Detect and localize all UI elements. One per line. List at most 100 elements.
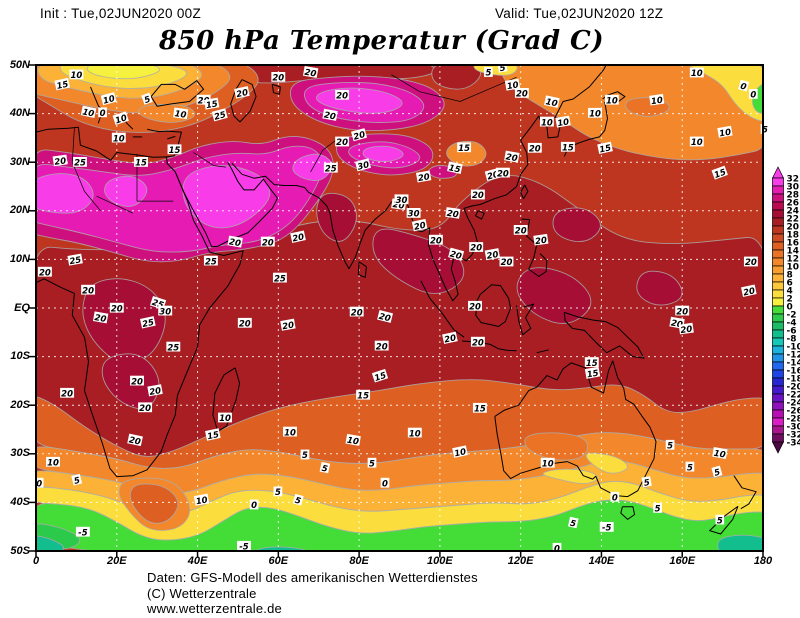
colorbar-tick-label: 14 <box>787 247 800 257</box>
temperature-region <box>256 546 308 551</box>
contour-label-value: 20 <box>272 74 284 84</box>
contour-label: 20 <box>527 142 542 155</box>
colorbar-tick-label: -18 <box>787 375 800 385</box>
contour-label-value: 20 <box>336 92 348 102</box>
contour-label-box <box>193 493 210 506</box>
contour-label: 20 <box>533 233 549 247</box>
contour-label-value: 20 <box>670 319 683 331</box>
contour-label-box <box>351 128 368 142</box>
lon-axis-label: 60E <box>268 555 289 567</box>
contour-label-value: 25 <box>325 164 337 174</box>
contour-label: -5 <box>75 526 90 538</box>
contour-label-box <box>560 141 575 152</box>
contour-label-box <box>167 144 182 155</box>
contour-label: 25 <box>272 272 287 284</box>
coastline <box>174 161 278 248</box>
contour-label-box <box>597 141 613 155</box>
contour-label-box <box>34 477 44 488</box>
contour-label: 5 <box>665 439 675 452</box>
contour-label: 15 <box>597 141 613 156</box>
colorbar-segment <box>772 281 784 291</box>
contour-label-value: 20 <box>94 313 107 325</box>
contour-label-box <box>203 97 220 110</box>
contour-label-value: 15 <box>135 159 147 169</box>
contour-label-value: -5 <box>602 524 612 534</box>
coastline <box>620 506 636 520</box>
contour-label-box <box>377 309 394 323</box>
contour-label-box <box>290 230 306 243</box>
contour-label: -5 <box>599 522 614 534</box>
contour-label-box <box>92 311 109 324</box>
contour-label: 20 <box>81 284 96 296</box>
colorbar-segment <box>772 417 784 427</box>
colorbar-segment <box>772 401 784 411</box>
footer-copyright: (C) Wetterzentrale <box>147 585 257 601</box>
temperature-region <box>86 65 160 80</box>
lat-axis-label: EQ <box>14 301 30 314</box>
contour-label-value: 15 <box>205 99 218 111</box>
contour-label: 20 <box>374 340 389 352</box>
contour-label-value: 0 <box>382 479 388 489</box>
contour-label-value: 20 <box>430 236 442 246</box>
country-border <box>96 195 134 214</box>
lat-axis-label: 30N <box>9 155 30 168</box>
contour-label: 20 <box>495 167 510 179</box>
temperature-region <box>446 140 487 167</box>
contour-label-box <box>130 375 144 386</box>
contour-label-value: 5 <box>667 442 673 452</box>
contour-label: 5 <box>71 473 83 487</box>
contour-label: 20 <box>428 234 443 246</box>
contour-label-box <box>81 284 96 295</box>
contour-label-box <box>273 486 283 497</box>
colorbar-tick-label: 16 <box>787 239 800 249</box>
contour-label: 25 <box>203 255 218 267</box>
coastline <box>167 135 176 140</box>
contour-label: 20 <box>290 230 306 244</box>
contour-label-box <box>665 439 675 450</box>
contour-label-box <box>513 225 528 235</box>
contour-label-value: 5 <box>717 516 723 526</box>
contour-label-box <box>322 108 338 121</box>
contour-label-box <box>272 272 287 283</box>
contour-label-value: 20 <box>61 390 73 400</box>
contour-label: 0 <box>98 107 107 119</box>
contour-label-box <box>46 456 60 467</box>
contour-label-box <box>584 357 599 367</box>
contour-label: 10 <box>345 433 361 448</box>
contour-label: 20 <box>147 384 163 398</box>
contour-label-value: 5 <box>499 63 507 74</box>
lon-axis-label: 100E <box>427 555 453 567</box>
lat-axis-label: 10S <box>10 350 30 363</box>
contour-label-value: 20 <box>378 312 392 325</box>
contour-label-box <box>335 136 350 147</box>
contour-label: 20 <box>349 306 364 318</box>
contour-label-value: 0 <box>554 545 560 555</box>
colorbar-tick-label: 8 <box>787 271 793 281</box>
contour-label: 5 <box>567 516 579 530</box>
init-time-label: Init : Tue,02JUN2020 00Z <box>40 6 202 21</box>
colorbar-tick-label: 28 <box>787 191 800 201</box>
contour-label: 5 <box>300 449 310 461</box>
colorbar-segment <box>772 241 784 251</box>
coastline <box>420 280 465 338</box>
contour-label-box <box>544 95 560 108</box>
colorbar-tick-label: 30 <box>787 183 800 193</box>
contour-label-value: 5 <box>485 69 491 79</box>
contour-label: 10 <box>46 456 60 469</box>
contour-label-value: 20 <box>446 209 459 221</box>
contour-label: 20 <box>138 402 153 414</box>
contour-label-value: 10 <box>174 109 187 121</box>
contour-label-box <box>203 255 218 266</box>
contour-label: 15 <box>584 357 599 369</box>
coastline <box>231 65 607 302</box>
colorbar-segment <box>772 433 784 443</box>
contour-label: 20 <box>470 336 485 348</box>
coastlines <box>36 65 757 535</box>
footer-website: www.wetterzentrale.de <box>147 601 282 616</box>
contour-label-box <box>470 336 485 347</box>
contour-label-box <box>448 247 465 261</box>
contour-label: 5 <box>653 503 662 515</box>
contour-label: 20 <box>514 88 529 100</box>
colorbar-segment <box>772 177 784 187</box>
